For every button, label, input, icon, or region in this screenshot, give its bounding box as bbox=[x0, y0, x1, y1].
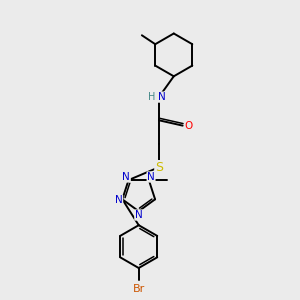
Text: N: N bbox=[135, 210, 142, 220]
Text: Br: Br bbox=[133, 284, 145, 294]
Text: N: N bbox=[122, 172, 130, 182]
Text: N: N bbox=[147, 172, 155, 182]
Text: N: N bbox=[115, 196, 123, 206]
Text: N: N bbox=[158, 92, 166, 102]
Text: S: S bbox=[155, 161, 163, 174]
Text: O: O bbox=[184, 121, 193, 130]
Text: H: H bbox=[148, 92, 155, 101]
